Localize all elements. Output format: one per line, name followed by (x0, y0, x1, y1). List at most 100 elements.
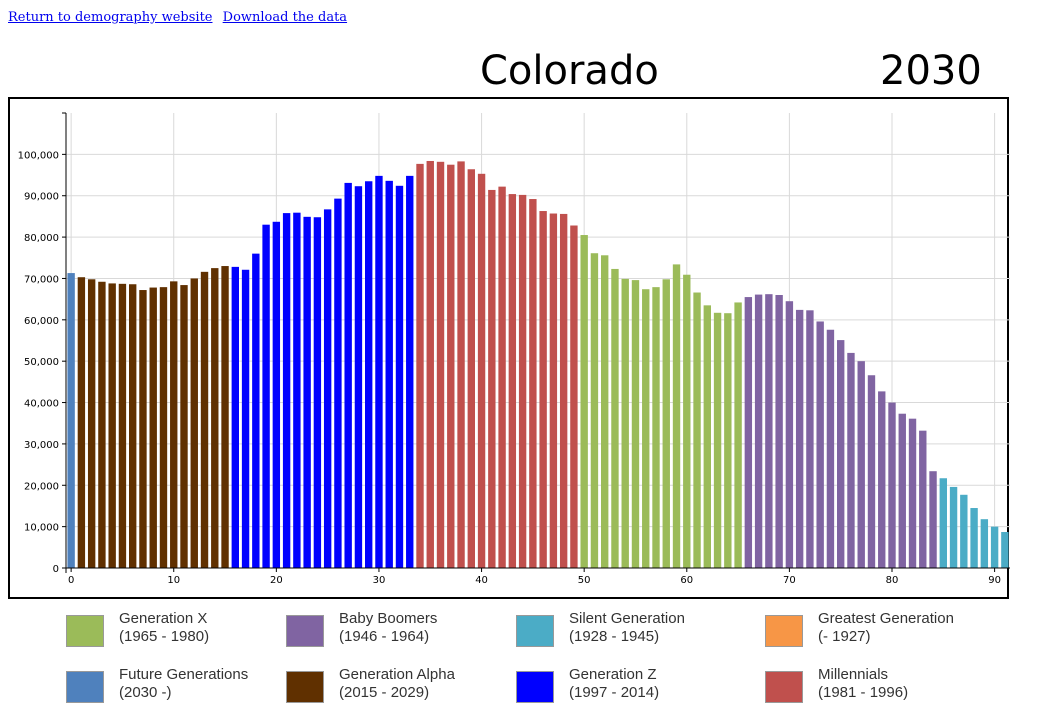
population-bar (200, 271, 209, 568)
population-bar (313, 217, 322, 568)
population-bar (303, 216, 311, 568)
legend-range: (1928 - 1945) (569, 628, 660, 645)
population-bar (621, 278, 629, 568)
population-bar (87, 279, 96, 568)
population-bar (365, 181, 373, 568)
population-bar (108, 283, 116, 568)
population-bar (590, 253, 599, 569)
population-bar (447, 164, 455, 569)
population-bar (734, 302, 742, 568)
x-tick-label: 20 (270, 575, 283, 586)
legend-swatch (66, 615, 104, 647)
legend-range: (1997 - 2014) (569, 684, 660, 701)
population-bar (498, 186, 506, 569)
y-tick-label: 100,000 (18, 150, 59, 161)
legend-item-generation-x: Generation X (1965 - 1980) (66, 610, 209, 647)
population-bar (241, 269, 250, 568)
population-bar (529, 199, 537, 568)
population-bar (344, 182, 352, 568)
population-bar (559, 213, 568, 568)
population-bar (795, 309, 804, 568)
population-bar (98, 281, 106, 568)
population-bar (149, 287, 157, 568)
population-bar (118, 283, 127, 568)
return-to-website-link[interactable]: Return to demography website (8, 10, 213, 25)
y-tick-label: 80,000 (24, 233, 59, 244)
population-bar (754, 294, 763, 568)
population-bar (129, 284, 137, 568)
legend-item-silent-generation: Silent Generation (1928 - 1945) (516, 610, 685, 647)
population-bar (847, 352, 855, 568)
population-bar (898, 413, 906, 568)
y-tick-label: 30,000 (24, 440, 59, 451)
population-bar (77, 277, 86, 568)
x-tick-label: 90 (988, 575, 1001, 586)
y-tick-label: 70,000 (24, 274, 59, 285)
legend-item-generation-alpha: Generation Alpha (2015 - 2029) (286, 666, 455, 703)
population-bar (406, 175, 414, 568)
population-bar (601, 255, 609, 569)
legend-swatch (765, 671, 803, 703)
population-bar (385, 180, 393, 568)
population-bar (488, 189, 496, 568)
legend-item-baby-boomers: Baby Boomers (1946 - 1964) (286, 610, 437, 647)
x-tick-label: 40 (475, 575, 488, 586)
population-bar (826, 329, 835, 568)
population-bar (693, 292, 701, 568)
y-tick-label: 40,000 (24, 399, 59, 410)
top-links: Return to demography website Download th… (8, 10, 353, 25)
legend-item-future-generations: Future Generations (2030 -) (66, 666, 248, 703)
population-bar (724, 313, 732, 568)
population-bar (416, 163, 424, 569)
population-bar (221, 266, 229, 568)
population-bar (139, 290, 147, 568)
legend: Generation X (1965 - 1980) Baby Boomers (1… (0, 610, 1050, 720)
y-tick-label: 0 (53, 564, 59, 575)
population-bar (354, 186, 363, 569)
population-bar (67, 273, 75, 568)
population-bar (960, 494, 968, 568)
population-bar (785, 301, 794, 568)
population-bar (713, 312, 722, 568)
legend-range: (2015 - 2029) (339, 684, 430, 701)
legend-label: Generation Alpha (339, 666, 455, 683)
state-title: Colorado (480, 48, 659, 94)
population-bar (426, 160, 434, 568)
x-tick-label: 30 (373, 575, 386, 586)
population-bar (949, 486, 958, 568)
y-tick-label: 20,000 (24, 481, 59, 492)
legend-range: (1946 - 1964) (339, 628, 430, 645)
population-bar (323, 209, 332, 569)
population-bar (611, 268, 619, 568)
population-bar (272, 221, 281, 568)
population-bar (806, 310, 814, 568)
download-data-link[interactable]: Download the data (222, 10, 348, 25)
population-bar (190, 278, 198, 568)
population-bar (170, 281, 178, 568)
legend-label: Silent Generation (569, 610, 685, 627)
population-bar (477, 173, 486, 568)
population-bar (765, 294, 773, 568)
y-tick-label: 90,000 (24, 192, 59, 203)
population-bar (580, 235, 588, 569)
population-bar (262, 224, 270, 568)
x-tick-label: 0 (68, 575, 74, 586)
population-bar (375, 175, 383, 568)
y-tick-label: 60,000 (24, 316, 59, 327)
population-bar (631, 280, 640, 568)
population-bar (457, 161, 465, 568)
x-tick-label: 60 (680, 575, 693, 586)
population-chart: 0 10,000 20,000 30,000 40,000 50,000 60,000 70,… (8, 97, 1010, 599)
y-tick-label: 10,000 (24, 523, 59, 534)
population-bar-chart: 0 10,000 20,000 30,000 40,000 50,000 60,000 70,… (18, 112, 1010, 586)
population-bar (672, 264, 681, 568)
x-tick-label: 50 (578, 575, 591, 586)
population-bar (334, 198, 342, 568)
legend-swatch (66, 671, 104, 703)
population-bar (744, 297, 753, 568)
population-bar (837, 340, 845, 568)
population-bar (180, 285, 188, 568)
population-bar (970, 508, 978, 568)
population-bar (642, 289, 650, 568)
population-bar (539, 211, 547, 569)
